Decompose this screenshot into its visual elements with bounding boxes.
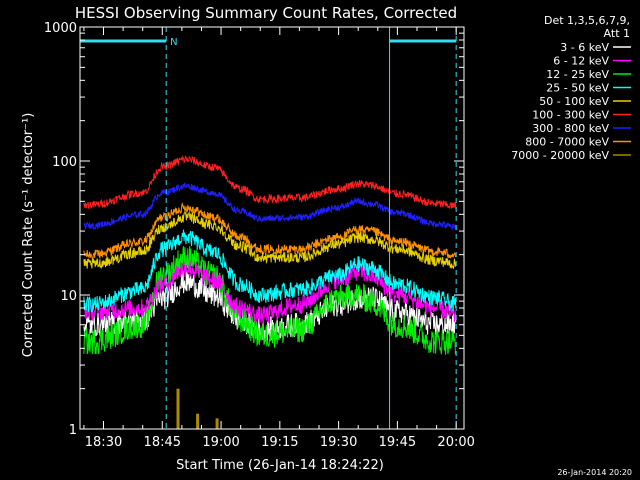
y-axis-label: Corrected Count Rate (s⁻¹ detector⁻¹) — [21, 113, 36, 358]
x-tick-label: 19:30 — [320, 435, 357, 450]
legend-header-line-1: Det 1,3,5,6,7,9, — [544, 14, 630, 27]
series-300-800-kev-kev-line — [83, 182, 457, 232]
x-tick-label: 20:00 — [437, 435, 474, 450]
y-tick-label: 10 — [60, 289, 77, 304]
legend-header-line-2: Att 1 — [604, 27, 630, 40]
legend-label-800-7000-kev-kev: 800 - 7000 keV — [525, 136, 609, 149]
legend-label-7000-20000-kev-kev: 7000 - 20000 keV — [511, 149, 609, 162]
series-layer — [83, 155, 457, 429]
spike-mark-1 — [176, 388, 180, 429]
legend-label-3-6-kev-kev: 3 - 6 keV — [560, 41, 609, 54]
axes-layer: 1 10 100 1000 18:30 18:45 19:00 19:15 19:30 19:45… — [44, 21, 475, 450]
plot-frame — [79, 26, 465, 430]
spike-mark-2 — [196, 413, 200, 429]
y-tick-label: 1 — [69, 423, 77, 438]
x-tick-label: 19:00 — [202, 435, 239, 450]
series-800-7000-kev-kev-line — [83, 202, 457, 261]
x-axis-label: Start Time (26-Jan-14 18:24:22) — [176, 458, 384, 473]
x-tick-label: 18:30 — [85, 435, 122, 450]
legend-label-300-800-kev-kev: 300 - 800 keV — [532, 122, 609, 135]
chart-title: HESSI Observing Summary Count Rates, Cor… — [75, 4, 457, 22]
y-tick-label: 100 — [52, 155, 77, 170]
annotation-1: N — [170, 37, 177, 48]
legend-label-6-12-kev-kev: 6 - 12 keV — [553, 55, 609, 68]
series-25-50-kev-kev-line — [83, 229, 457, 313]
series-6-12-kev-kev-line — [83, 260, 457, 325]
spike-mark-3 — [215, 418, 219, 429]
x-tick-label: 19:45 — [379, 435, 416, 450]
legend-label-50-100-kev-kev: 50 - 100 keV — [539, 95, 609, 108]
y-tick-label: 1000 — [44, 21, 77, 36]
legend-label-100-300-kev-kev: 100 - 300 keV — [532, 109, 609, 122]
x-tick-label: 18:45 — [144, 435, 181, 450]
legend-label-25-50-kev-kev: 25 - 50 keV — [546, 82, 609, 95]
series-50-100-kev-kev-line — [83, 210, 457, 269]
x-tick-label: 19:15 — [261, 435, 298, 450]
series-100-300-kev-kev-line — [83, 155, 457, 210]
legend-label-12-25-kev-kev: 12 - 25 keV — [546, 68, 609, 81]
footer-timestamp: 26-Jan-2014 20:20 — [557, 468, 632, 477]
